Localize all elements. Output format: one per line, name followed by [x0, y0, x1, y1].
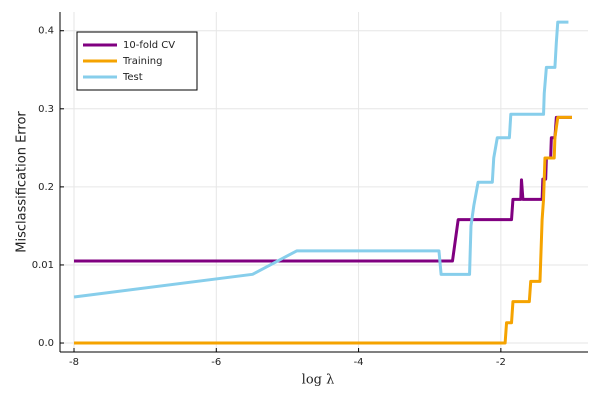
- y-tick-label: 0.3: [38, 104, 54, 115]
- x-tick-label: -2: [496, 357, 506, 368]
- legend-label: Training: [122, 56, 162, 67]
- x-tick-label: -4: [354, 357, 364, 368]
- line: [74, 115, 572, 345]
- y-axis-label: Misclassification Error: [15, 111, 30, 253]
- x-axis-label: log λ: [302, 373, 335, 388]
- x-tick-label: -8: [69, 357, 79, 368]
- x-tick-label: -6: [211, 357, 221, 368]
- legend-label: Test: [122, 72, 143, 83]
- y-tick-label: 0.0: [38, 338, 54, 349]
- y-tick-label: 0.4: [38, 26, 54, 37]
- y-tick-label: 0.2: [38, 182, 54, 193]
- line: [73, 20, 569, 299]
- legend-label: 10-fold CV: [123, 40, 175, 51]
- y-tick-label: 0.01: [32, 260, 54, 271]
